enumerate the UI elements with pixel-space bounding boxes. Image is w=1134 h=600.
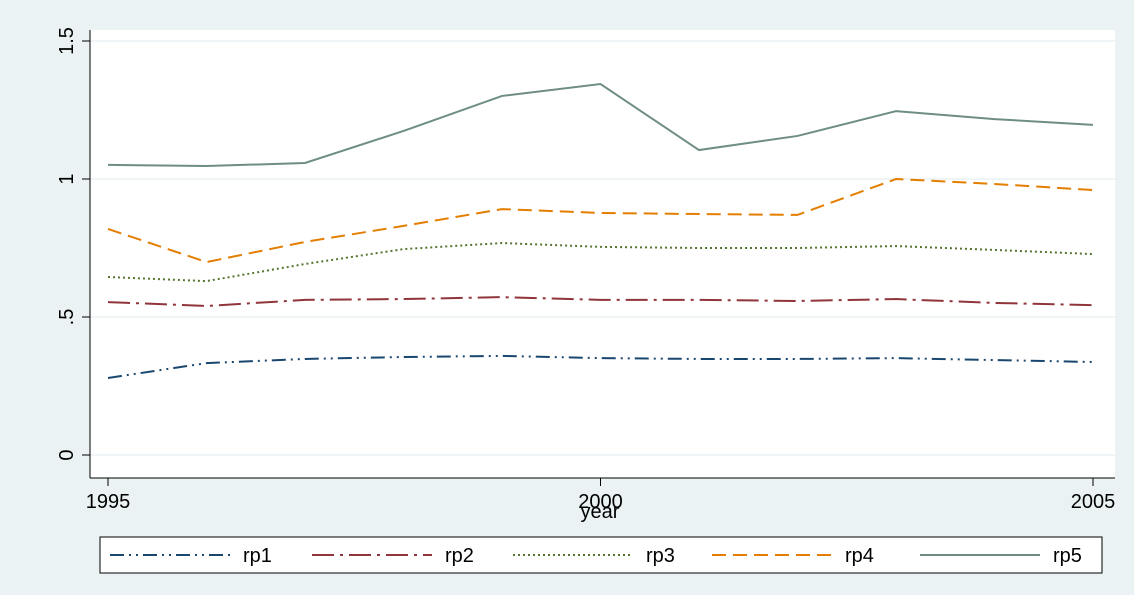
line-series [107, 296, 1094, 307]
legend-label: rp3 [646, 545, 675, 567]
line-series [107, 83, 1094, 168]
plot-area [90, 30, 1115, 478]
legend-label: rp1 [243, 545, 272, 567]
legend-label: rp2 [445, 545, 474, 567]
y-tick-label: 1.5 [56, 27, 78, 55]
x-axis-label: year [581, 501, 620, 523]
y-tick-label: .5 [56, 309, 78, 326]
y-tick-label: 0 [56, 449, 78, 460]
x-tick-label: 1995 [86, 491, 131, 513]
legend-label: rp4 [845, 545, 874, 567]
line-series [107, 354, 1094, 379]
legend-label: rp5 [1053, 545, 1082, 567]
y-tick-label: 1 [56, 173, 78, 184]
line-series [107, 242, 1094, 283]
line-series [107, 177, 1094, 264]
x-tick-label: 2005 [1071, 491, 1116, 513]
x-tick-label: 2000 [578, 491, 623, 513]
